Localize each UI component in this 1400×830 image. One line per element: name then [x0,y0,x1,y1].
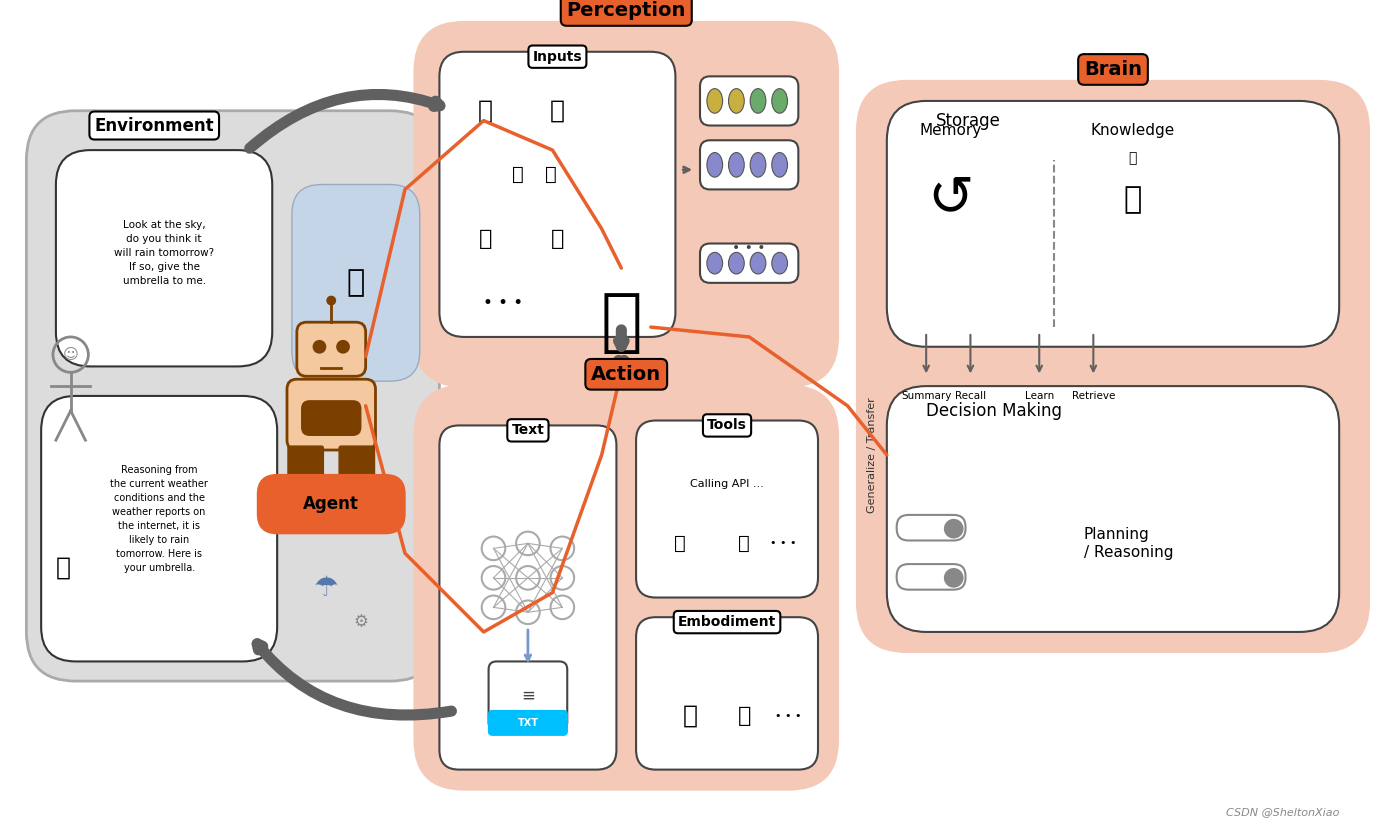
Text: Learn: Learn [1025,391,1054,401]
Circle shape [944,568,963,588]
FancyBboxPatch shape [297,322,365,376]
Text: • • •: • • • [483,294,524,311]
Circle shape [312,340,326,354]
Ellipse shape [707,89,722,113]
Ellipse shape [728,89,745,113]
Text: 📝: 📝 [545,165,556,184]
FancyBboxPatch shape [414,22,837,386]
FancyBboxPatch shape [700,76,798,125]
Text: Reasoning from
the current weather
conditions and the
weather reports on
the int: Reasoning from the current weather condi… [111,465,209,573]
Text: Storage: Storage [937,111,1001,129]
Text: 🎧: 🎧 [550,99,566,123]
Ellipse shape [750,252,766,274]
Text: Decision Making: Decision Making [927,402,1063,420]
Ellipse shape [771,252,788,274]
Text: CSDN @SheltonXiao: CSDN @SheltonXiao [1226,807,1340,817]
FancyBboxPatch shape [414,386,837,789]
Text: Planning
/ Reasoning: Planning / Reasoning [1084,527,1173,559]
Text: 🗺: 🗺 [550,228,564,249]
Text: 🧠: 🧠 [601,289,643,356]
Text: ☺: ☺ [63,347,78,362]
FancyBboxPatch shape [440,426,616,769]
Text: 📊: 📊 [738,534,750,553]
Text: Action: Action [591,365,661,383]
FancyBboxPatch shape [41,396,277,662]
FancyBboxPatch shape [288,446,323,491]
Text: ⚙: ⚙ [353,613,368,631]
FancyBboxPatch shape [886,386,1340,632]
Ellipse shape [728,252,745,274]
Text: TXT: TXT [518,719,539,729]
FancyBboxPatch shape [896,515,966,540]
FancyBboxPatch shape [896,564,966,589]
FancyBboxPatch shape [258,475,405,534]
Text: ↺: ↺ [928,173,974,227]
Text: • • •: • • • [732,242,766,256]
Circle shape [326,295,336,305]
Text: ☂: ☂ [314,574,339,602]
Text: Generalize / Transfer: Generalize / Transfer [867,397,876,513]
FancyBboxPatch shape [293,184,420,381]
Text: Retrieve: Retrieve [1071,391,1114,401]
Text: Calling API ...: Calling API ... [690,480,764,490]
FancyBboxPatch shape [56,150,272,366]
FancyBboxPatch shape [489,662,567,730]
Text: Text: Text [511,423,545,437]
Text: Tools: Tools [707,418,748,432]
FancyBboxPatch shape [636,618,818,769]
FancyBboxPatch shape [27,110,440,681]
Text: 💡: 💡 [1128,151,1137,165]
Text: 📖: 📖 [1124,185,1142,214]
Ellipse shape [728,153,745,177]
Circle shape [944,519,963,539]
Text: 📄: 📄 [512,165,524,184]
Text: 🌐: 🌐 [55,556,70,580]
Ellipse shape [750,89,766,113]
Text: Recall: Recall [955,391,986,401]
FancyBboxPatch shape [339,446,375,491]
Ellipse shape [771,153,788,177]
FancyBboxPatch shape [700,140,798,189]
Ellipse shape [707,252,722,274]
Text: • • •: • • • [770,539,797,549]
Ellipse shape [750,153,766,177]
FancyBboxPatch shape [857,81,1369,652]
Ellipse shape [771,89,788,113]
Text: Perception: Perception [567,1,686,20]
Text: Memory: Memory [920,123,981,138]
FancyBboxPatch shape [440,51,675,337]
Text: Agent: Agent [304,496,360,513]
Ellipse shape [707,153,722,177]
Text: 🖼: 🖼 [479,99,493,123]
Text: Inputs: Inputs [532,50,582,64]
FancyBboxPatch shape [700,243,798,283]
Text: 🦾: 🦾 [738,706,750,725]
Text: Summary: Summary [902,391,952,401]
FancyBboxPatch shape [287,379,375,450]
FancyBboxPatch shape [489,710,567,735]
Text: • • •: • • • [776,710,802,720]
Text: 🌐: 🌐 [675,534,686,553]
Text: Look at the sky,
do you think it
will rain tomorrow?
If so, give the
umbrella to: Look at the sky, do you think it will ra… [113,220,214,286]
Text: 👆: 👆 [479,228,493,249]
Text: 🦾: 🦾 [683,704,697,728]
Text: 🌉: 🌉 [347,268,365,297]
Text: Environment: Environment [94,116,214,134]
FancyBboxPatch shape [636,421,818,598]
Text: Embodiment: Embodiment [678,615,776,629]
FancyBboxPatch shape [886,101,1340,347]
Text: Knowledge: Knowledge [1091,123,1175,138]
Text: Brain: Brain [1084,60,1142,79]
FancyBboxPatch shape [302,401,361,435]
Text: ≡: ≡ [521,687,535,705]
Circle shape [336,340,350,354]
